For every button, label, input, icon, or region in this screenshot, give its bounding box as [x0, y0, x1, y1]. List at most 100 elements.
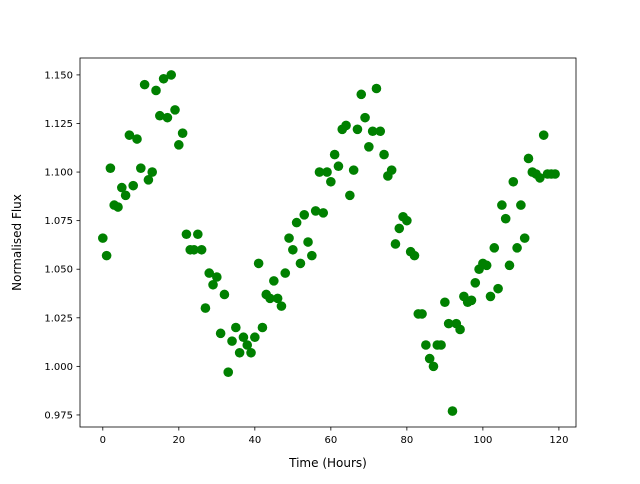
data-point	[470, 278, 481, 288]
data-point	[174, 140, 184, 150]
x-tick-label: 100	[473, 435, 492, 446]
data-point	[276, 301, 287, 311]
data-point	[440, 297, 450, 308]
data-point	[253, 258, 264, 269]
data-point	[485, 291, 496, 302]
data-point	[177, 128, 188, 138]
data-point	[219, 289, 230, 300]
x-tick-label: 80	[400, 435, 413, 446]
data-point	[303, 237, 313, 247]
data-point	[352, 124, 363, 135]
x-tick-label: 20	[172, 435, 185, 446]
data-point	[200, 303, 211, 313]
data-point	[436, 340, 446, 350]
data-point	[326, 176, 336, 187]
data-point	[215, 328, 226, 339]
data-point	[170, 105, 180, 115]
x-tick-label: 60	[324, 435, 337, 446]
data-point	[356, 89, 367, 100]
y-tick-label: 1.050	[44, 265, 73, 276]
x-axis-ticks: 0 20 40 60 80 100 120	[100, 427, 568, 446]
data-point	[234, 347, 245, 358]
data-point	[371, 83, 382, 94]
data-point	[242, 340, 253, 350]
data-point	[299, 210, 310, 220]
data-point	[208, 279, 218, 290]
y-tick-label: 1.000	[44, 362, 73, 373]
data-point	[128, 180, 139, 191]
data-point	[189, 244, 199, 255]
data-point	[367, 126, 378, 137]
data-point	[147, 167, 158, 177]
data-point	[307, 250, 317, 261]
data-point	[443, 318, 454, 329]
data-point	[314, 167, 325, 177]
data-point	[497, 200, 507, 210]
data-point	[265, 293, 275, 304]
data-point	[394, 223, 405, 234]
data-point	[291, 217, 302, 228]
data-point	[204, 268, 215, 278]
data-point	[193, 229, 203, 240]
y-axis-label: Normalised Flux	[10, 194, 24, 291]
data-point	[136, 163, 146, 173]
x-tick-label: 120	[549, 435, 568, 446]
data-point	[500, 213, 511, 224]
data-point	[272, 293, 283, 304]
data-point	[162, 112, 173, 123]
data-point	[132, 134, 142, 144]
y-tick-label: 1.150	[44, 70, 73, 81]
x-tick-label: 40	[248, 435, 261, 446]
data-point	[329, 149, 340, 160]
data-point	[257, 322, 268, 333]
data-point	[280, 268, 291, 278]
y-tick-label: 1.125	[44, 119, 73, 130]
data-point	[238, 332, 249, 343]
data-point	[493, 283, 503, 294]
data-point	[212, 272, 222, 282]
data-point	[98, 233, 108, 243]
data-point	[223, 367, 234, 378]
data-point	[113, 202, 123, 212]
data-point	[508, 176, 519, 187]
data-point	[322, 167, 332, 177]
x-tick-label: 0	[100, 435, 106, 446]
data-point	[535, 173, 545, 183]
data-point	[124, 130, 135, 140]
data-points	[98, 70, 560, 416]
data-point	[139, 79, 150, 90]
data-point	[318, 208, 329, 218]
data-point	[310, 206, 321, 216]
y-tick-label: 1.025	[44, 313, 73, 324]
data-point	[158, 73, 169, 84]
y-tick-label: 0.975	[44, 410, 73, 421]
data-point	[143, 175, 154, 185]
data-point	[246, 347, 256, 358]
data-point	[379, 149, 389, 160]
data-point	[345, 190, 355, 201]
data-point	[428, 361, 439, 372]
axes-frame	[79, 57, 577, 428]
data-point	[550, 169, 560, 179]
data-point	[375, 126, 386, 137]
data-point	[409, 250, 420, 261]
data-point	[196, 244, 207, 255]
data-point	[402, 215, 412, 226]
data-point	[455, 324, 465, 335]
data-point	[151, 85, 161, 96]
data-point	[360, 112, 370, 123]
data-point	[481, 260, 492, 271]
data-point	[390, 239, 401, 249]
data-point	[181, 229, 192, 240]
x-axis-label: Time (Hours)	[288, 456, 367, 470]
data-point	[523, 153, 534, 164]
data-point	[101, 250, 112, 261]
data-point	[364, 142, 374, 152]
data-point	[424, 353, 435, 364]
data-point	[504, 260, 515, 271]
data-point	[421, 340, 431, 350]
data-point	[284, 233, 294, 243]
data-point	[489, 243, 500, 253]
